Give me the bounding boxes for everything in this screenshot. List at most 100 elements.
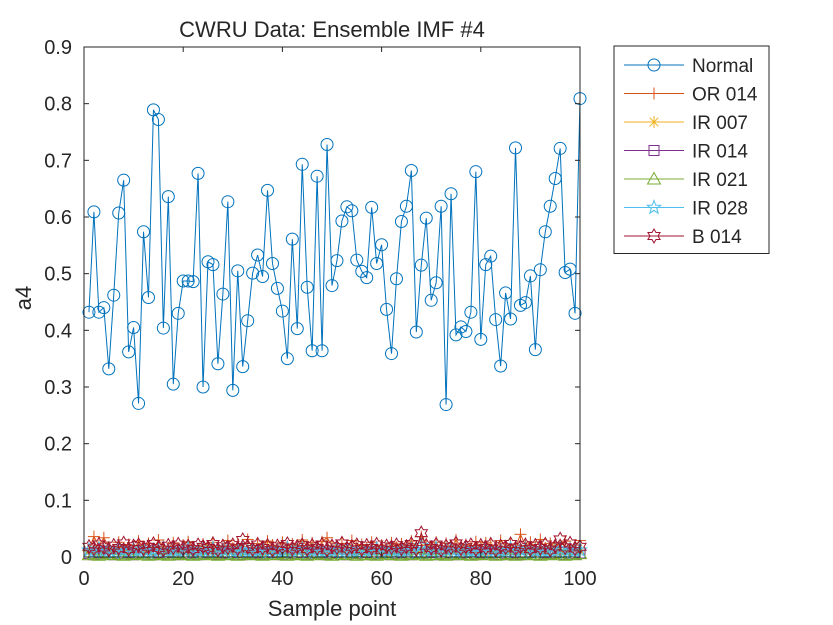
data-point (509, 141, 523, 155)
data-point (275, 304, 289, 318)
data-point (191, 166, 205, 180)
data-point (345, 204, 359, 218)
data-point (553, 141, 567, 155)
data-point (241, 314, 255, 328)
data-point (117, 173, 131, 187)
data-point (469, 165, 483, 179)
data-point (186, 541, 201, 558)
data-point (375, 238, 389, 252)
chart-title: CWRU Data: Ensemble IMF #4 (179, 17, 485, 42)
data-point (558, 539, 573, 556)
data-point (330, 539, 344, 556)
data-point (92, 305, 106, 319)
data-point (370, 256, 384, 270)
data-point (216, 287, 230, 301)
data-point (166, 539, 181, 556)
data-point (340, 200, 354, 214)
x-tick-label: 20 (172, 568, 194, 590)
data-point (399, 199, 413, 213)
data-point (161, 190, 175, 204)
legend-marker (648, 145, 660, 156)
x-axis: 0 20 40 60 80 100 (78, 47, 597, 590)
data-point (344, 538, 359, 555)
data-point (458, 538, 473, 555)
data-point (478, 539, 493, 556)
y-tick-label: 0.3 (44, 377, 72, 399)
legend-item: B 014 (624, 227, 742, 248)
data-point (468, 541, 483, 558)
data-point (141, 290, 155, 304)
legend-item: IR 007 (624, 113, 748, 134)
data-point (206, 258, 220, 272)
legend-box (613, 45, 770, 254)
data-point (226, 383, 240, 397)
data-point (365, 200, 379, 214)
data-point (439, 398, 453, 412)
y-tick-label: 0.6 (44, 207, 72, 229)
data-point (449, 328, 463, 342)
y-tick-label: 0.9 (44, 37, 72, 59)
legend-marker (647, 227, 661, 245)
x-tick-label: 80 (470, 568, 492, 590)
legend-marker (647, 58, 661, 72)
data-point (221, 195, 235, 209)
data-point (499, 286, 513, 300)
legend-marker (646, 171, 662, 185)
data-point (489, 313, 503, 327)
x-tick-label: 60 (370, 568, 392, 590)
data-point (354, 541, 369, 558)
data-point (265, 256, 279, 270)
legend-item: Normal (624, 56, 753, 77)
data-point (498, 539, 513, 556)
data-point (330, 254, 344, 268)
legend-item: IR 014 (624, 142, 748, 163)
data-point (399, 538, 414, 555)
data-point (394, 540, 409, 557)
data-point (424, 293, 438, 307)
data-point (156, 321, 170, 335)
data-point (414, 258, 428, 272)
x-tick-label: 40 (271, 568, 293, 590)
data-point (523, 269, 537, 283)
legend-label: IR 007 (692, 113, 748, 134)
data-point (181, 538, 196, 555)
series-normal (82, 92, 587, 412)
y-axis-label: a4 (11, 286, 36, 310)
legend-marker (645, 199, 663, 215)
data-point (310, 539, 325, 556)
data-point (300, 541, 315, 558)
legend-label: IR 014 (692, 142, 748, 163)
data-point (137, 225, 151, 239)
data-point (251, 248, 265, 262)
axes-box (83, 46, 581, 558)
data-point (419, 211, 433, 225)
data-point (122, 345, 136, 359)
data-point (236, 360, 250, 374)
data-point (86, 540, 101, 557)
legend-label: IR 021 (692, 170, 748, 191)
data-point (261, 183, 275, 197)
y-tick-label: 0 (61, 547, 72, 569)
data-point (360, 271, 374, 285)
data-point (409, 325, 423, 339)
data-point (543, 199, 557, 213)
data-point (484, 249, 498, 263)
data-point (454, 320, 468, 334)
series-b-014 (82, 525, 587, 558)
x-tick-label: 0 (78, 568, 89, 590)
data-point (384, 539, 399, 556)
data-point (97, 531, 110, 544)
data-point (464, 305, 478, 319)
data-point (102, 362, 116, 376)
data-point (132, 396, 146, 410)
data-point (320, 137, 334, 151)
data-point (280, 547, 295, 561)
data-point (126, 538, 141, 555)
x-tick-label: 100 (563, 568, 596, 590)
data-point (220, 539, 235, 556)
data-point (548, 538, 563, 555)
y-tick-label: 0.4 (44, 320, 72, 342)
data-point (514, 528, 527, 541)
data-point (380, 302, 394, 316)
legend-item: IR 028 (624, 199, 748, 220)
